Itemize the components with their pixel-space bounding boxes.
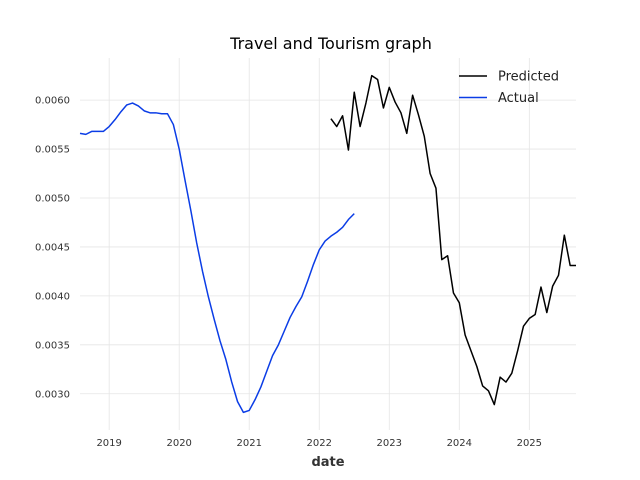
x-tick-label: 2023 — [377, 438, 402, 449]
x-tick-label: 2021 — [236, 438, 261, 449]
y-tick-labels: 0.0030 0.0035 0.0040 0.0045 0.0050 0.0055 0.00… — [35, 96, 70, 401]
chart-title: Travel and Tourism graph — [229, 34, 432, 53]
x-tick-label: 2025 — [517, 438, 542, 449]
x-tick-label: 2020 — [166, 438, 191, 449]
legend-label: Predicted — [498, 70, 559, 85]
y-tick-label: 0.0045 — [35, 242, 70, 253]
y-tick-label: 0.0060 — [35, 96, 70, 107]
y-tick-label: 0.0030 — [35, 389, 70, 400]
series-layer — [79, 74, 576, 414]
grid — [80, 58, 576, 430]
series-line-predicted — [330, 74, 576, 406]
y-tick-label: 0.0040 — [35, 291, 70, 302]
y-tick-label: 0.0055 — [35, 145, 70, 156]
x-tick-label: 2024 — [447, 438, 472, 449]
legend: Predicted Actual — [459, 70, 559, 106]
x-tick-labels: 2019 2020 2021 2022 2023 2024 2025 — [96, 438, 542, 449]
y-tick-label: 0.0035 — [35, 340, 70, 351]
series-line-actual — [79, 102, 355, 414]
x-axis-label: date — [311, 455, 344, 470]
x-tick-label: 2022 — [307, 438, 332, 449]
y-tick-label: 0.0050 — [35, 193, 70, 204]
legend-label: Actual — [498, 91, 539, 106]
x-tick-label: 2019 — [96, 438, 121, 449]
